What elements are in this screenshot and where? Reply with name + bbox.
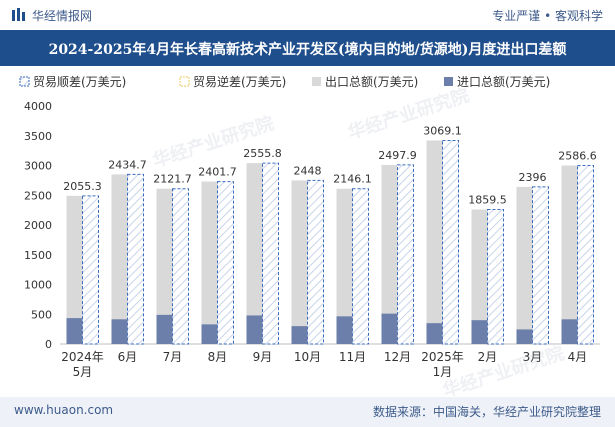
import-bar xyxy=(156,314,173,344)
x-tick-label: 3月 xyxy=(523,350,543,364)
x-tick-label: 4月 xyxy=(568,350,588,364)
surplus-bar xyxy=(442,140,459,345)
legend: 贸易顺差(万美元) 贸易逆差(万美元) 出口总额(万美元) 进口总额(万美元) xyxy=(19,74,550,89)
y-tick-label: 0 xyxy=(45,338,52,351)
y-tick-label: 2500 xyxy=(24,189,52,202)
import-bar xyxy=(471,320,488,344)
surplus-bar xyxy=(577,165,594,345)
brand-name: 华经情报网 xyxy=(32,9,93,23)
x-tick-label: 6月 xyxy=(118,350,138,364)
footer: www.huaon.com 数据来源：中国海关，华经产业研究院整理 xyxy=(0,397,615,427)
import-bar xyxy=(516,329,533,344)
import-bar xyxy=(381,313,398,344)
x-tick-label: 2025年 xyxy=(421,350,464,364)
x-tick-label: 1月 xyxy=(433,365,453,379)
y-tick-label: 3500 xyxy=(24,130,52,143)
legend-label: 贸易顺差(万美元) xyxy=(33,75,126,89)
data-label: 2121.7 xyxy=(153,173,192,186)
y-tick-label: 4000 xyxy=(24,100,52,113)
import-bar xyxy=(426,323,443,344)
surplus-bar xyxy=(487,209,504,345)
data-label: 1859.5 xyxy=(468,194,507,207)
data-label: 2497.9 xyxy=(378,149,417,162)
import-bar xyxy=(66,318,83,344)
x-tick-label: 8月 xyxy=(208,350,228,364)
x-tick-label: 12月 xyxy=(384,350,411,364)
data-label: 3069.1 xyxy=(423,125,462,138)
surplus-bar xyxy=(352,188,369,345)
y-tick-label: 2000 xyxy=(24,219,52,232)
data-label: 2055.3 xyxy=(63,180,102,193)
data-source: 数据来源：中国海关，华经产业研究院整理 xyxy=(372,405,601,419)
import-bar xyxy=(111,319,128,344)
data-label: 2146.1 xyxy=(333,173,372,186)
title-bar: 2024-2025年4月年长春高新技术产业开发区(境内目的地/货源地)月度进出口… xyxy=(0,30,615,66)
data-label: 2401.7 xyxy=(198,166,237,179)
import-bar xyxy=(291,326,308,344)
surplus-bar xyxy=(397,164,414,345)
y-axis: 0 500 1000 1500 2000 2500 3000 3500 4000 xyxy=(24,100,600,351)
surplus-bar xyxy=(307,179,324,345)
data-label: 2555.8 xyxy=(243,147,282,160)
brand-logo-icon xyxy=(12,8,25,21)
data-label: 2448 xyxy=(294,164,322,177)
slogan: 专业严谨 • 客观科学 xyxy=(492,9,603,23)
chart-title: 2024-2025年4月年长春高新技术产业开发区(境内目的地/货源地)月度进出口… xyxy=(48,42,567,58)
x-tick-label: 11月 xyxy=(339,350,366,364)
import-bar xyxy=(246,315,263,344)
surplus-bar xyxy=(217,181,234,345)
legend-label: 出口总额(万美元) xyxy=(325,75,418,89)
data-labels: 2055.3 2434.7 2121.7 2401.7 2555.8 2448 2146.1… xyxy=(63,125,597,207)
import-bar xyxy=(336,316,353,344)
surplus-bar xyxy=(262,162,279,345)
data-label: 2586.6 xyxy=(558,150,597,163)
x-tick-label: 2月 xyxy=(478,350,498,364)
x-tick-label: 9月 xyxy=(253,350,273,364)
website-link[interactable]: www.huaon.com xyxy=(14,403,114,417)
legend-label: 贸易逆差(万美元) xyxy=(193,74,286,89)
data-label: 2434.7 xyxy=(108,158,147,171)
legend-label: 进口总额(万美元) xyxy=(457,75,550,89)
legend-swatch xyxy=(444,77,453,86)
import-bar xyxy=(561,319,578,344)
x-tick-label: 7月 xyxy=(163,350,183,364)
import-bar xyxy=(201,324,218,344)
surplus-bar xyxy=(172,188,189,345)
surplus-bar xyxy=(532,186,549,345)
data-label: 2396 xyxy=(519,171,547,184)
y-tick-label: 500 xyxy=(31,308,52,321)
surplus-bar xyxy=(127,173,144,345)
y-tick-label: 3000 xyxy=(24,160,52,173)
y-tick-label: 1500 xyxy=(24,249,52,262)
y-tick-label: 1000 xyxy=(24,279,52,292)
x-tick-label: 5月 xyxy=(73,365,93,379)
top-bar: 华经情报网 专业严谨 • 客观科学 xyxy=(0,0,615,30)
x-tick-label: 10月 xyxy=(294,350,321,364)
chart: 贸易顺差(万美元) 贸易逆差(万美元) 出口总额(万美元) 进口总额(万美元) 0 50… xyxy=(19,74,600,379)
legend-swatch xyxy=(19,76,30,87)
legend-swatch xyxy=(179,76,190,87)
legend-swatch xyxy=(312,77,321,86)
bars xyxy=(66,140,594,345)
surplus-bar xyxy=(82,195,99,345)
x-tick-label: 2024年 xyxy=(61,350,104,364)
